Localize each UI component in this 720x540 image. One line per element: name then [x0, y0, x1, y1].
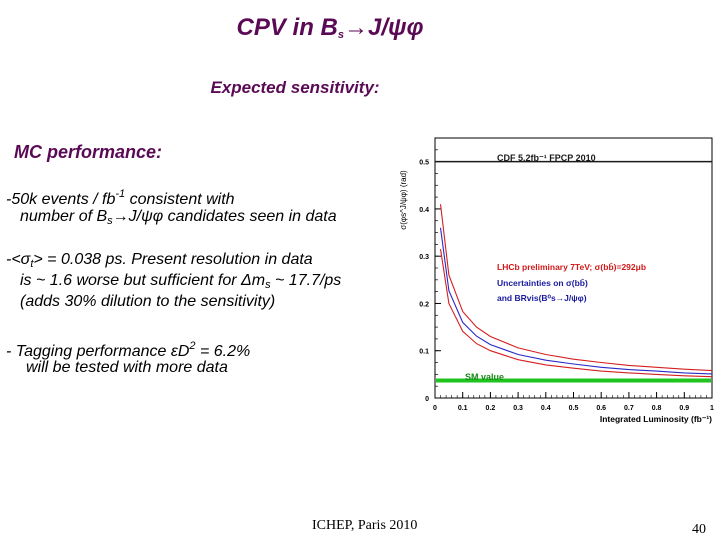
y-axis-label: σ(φs^J/ψφ) (rad) [399, 170, 408, 230]
y-tick-label: 0.5 [419, 160, 429, 167]
uncertainty-curve [439, 249, 713, 378]
title-subscript: s [337, 29, 344, 41]
mc-performance-heading: MC performance: [14, 142, 163, 162]
right-arrow-icon: → [344, 14, 368, 41]
bullet-tagging-line2: will be tested with more data [26, 359, 228, 376]
y-tick-label: 0.2 [419, 301, 429, 308]
x-axis-label: Integrated Luminosity (fb⁻¹) [600, 414, 712, 424]
bullet-resolution-line2: is ~ 1.6 worse but sufficient for Δms ~ … [20, 272, 342, 291]
bullet-resolution-line1: -<σt> = 0.038 ps. Present resolution in … [6, 251, 313, 270]
x-tick-label: 0.2 [486, 405, 496, 412]
lhcb-label: LHCb preliminary 7TeV; σ(bb̄)=292μb [497, 262, 646, 272]
x-tick-label: 0 [433, 405, 437, 412]
x-tick-label: 0.1 [458, 405, 468, 412]
uncertainty-curve [439, 204, 713, 372]
uncertainty-label-2: and BRvis(B⁰s→J/ψφ) [497, 293, 587, 303]
series-layer [435, 160, 713, 383]
sensitivity-plot: σ(φs^J/ψφ) (rad) 0 0.1 0.2 0.3 0.4 0.5 0 0.1 0.… [399, 137, 714, 424]
subtitle: Expected sensitivity: [210, 78, 380, 97]
page-number: 40 [692, 522, 706, 537]
y-tick-label: 0 [425, 396, 429, 403]
x-ticks: 0 0.1 0.2 0.3 0.4 0.5 0.6 0.7 0.8 0.9 1 [433, 392, 714, 412]
x-tick-label: 0.8 [652, 405, 662, 412]
sm-value-label: SM value [465, 372, 504, 382]
y-ticks: 0 0.1 0.2 0.3 0.4 0.5 [419, 149, 441, 403]
y-tick-label: 0.1 [419, 349, 429, 356]
x-tick-label: 0.5 [569, 405, 579, 412]
x-tick-label: 0.3 [513, 405, 523, 412]
x-tick-label: 1 [710, 405, 714, 412]
footer-conference: ICHEP, Paris 2010 [312, 518, 418, 533]
bullet-tagging-line1: - Tagging performance εD2 = 6.2% [6, 340, 251, 360]
bullet-resolution-line3: (adds 30% dilution to the sensitivity) [20, 293, 276, 310]
x-tick-label: 0.6 [596, 405, 606, 412]
y-tick-label: 0.4 [419, 207, 429, 214]
cdf-label: CDF 5.2fb⁻¹ FPCP 2010 [497, 153, 596, 163]
x-tick-label: 0.9 [679, 405, 689, 412]
bullet-events-line2: number of Bs→J/ψφ candidates seen in dat… [20, 208, 337, 227]
uncertainty-label-1: Uncertainties on σ(bb̄) [497, 278, 588, 288]
sm-value-line [436, 378, 711, 383]
x-tick-label: 0.7 [624, 405, 634, 412]
right-arrow-icon: → [112, 208, 129, 225]
y-tick-label: 0.3 [419, 254, 429, 261]
slide-title: CPV in Bs→J/ψφ [236, 14, 424, 41]
bullet-events-line1: -50k events / fb-1 consistent with [6, 188, 235, 208]
central-sensitivity-curve [439, 227, 713, 375]
x-tick-label: 0.4 [541, 405, 551, 412]
